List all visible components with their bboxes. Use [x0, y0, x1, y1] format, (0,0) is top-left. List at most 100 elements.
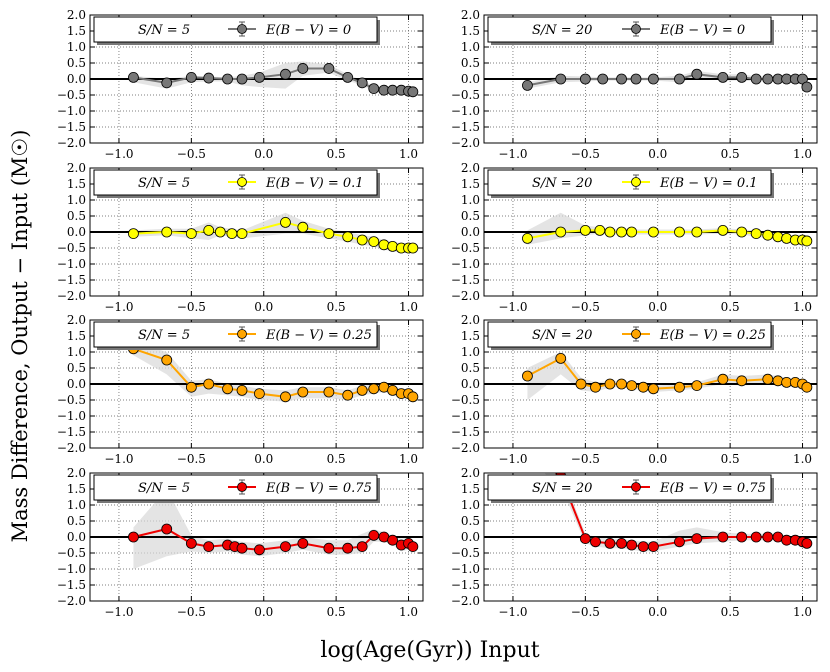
legend-sn-label: S/N = 20: [532, 481, 592, 496]
x-tick-label: 0.0: [648, 452, 667, 466]
x-tick-label: 0.0: [254, 605, 273, 619]
data-point: [637, 541, 649, 552]
data-point: [323, 386, 335, 398]
legend-series-label: E(B − V) = 0.25: [659, 328, 766, 343]
data-point: [356, 384, 368, 396]
y-tick-label: −1.0: [451, 257, 480, 271]
y-tick-label: −2.0: [451, 136, 480, 150]
data-point: [750, 531, 762, 543]
data-point: [236, 228, 248, 240]
x-tick-label: 1.0: [793, 300, 812, 314]
y-tick-label: −1.5: [451, 273, 480, 287]
y-tick-label: 2.0: [461, 161, 480, 175]
x-tick-label: 0.0: [648, 147, 667, 161]
data-point: [691, 68, 703, 80]
x-tick-label: 1.0: [793, 452, 812, 466]
legend-sn-label: S/N = 20: [532, 23, 592, 38]
data-point: [323, 542, 335, 554]
x-tick-label: 0.5: [721, 605, 740, 619]
legend-sn-label: S/N = 5: [138, 23, 190, 38]
x-tick-label: 1.0: [399, 300, 418, 314]
y-tick-label: −0.5: [451, 393, 480, 407]
x-tick-label: −1.0: [498, 452, 527, 466]
y-tick-label: 1.5: [461, 177, 480, 191]
x-tick-label: 0.0: [254, 147, 273, 161]
y-tick-label: 1.0: [461, 193, 480, 207]
x-tick-label: −0.5: [571, 605, 600, 619]
data-point: [226, 228, 238, 240]
y-tick-label: −2.0: [57, 594, 86, 608]
data-point: [280, 68, 291, 80]
data-point: [222, 383, 233, 395]
data-point: [323, 228, 335, 240]
panel-0-0: −1.0 −0.5 0.0 0.5 1.0 2.0 1.5 1.0 0.5 0.0 −0.5 −1.0…: [57, 8, 424, 161]
x-tick-label: −1.0: [104, 147, 133, 161]
data-point: [717, 72, 729, 83]
data-point: [407, 242, 419, 254]
panel-1-0: −1.0 −0.5 0.0 0.5 1.0 2.0 1.5 1.0 0.5 0.0 −0.5 −1.0…: [57, 161, 424, 314]
y-tick-label: 1.0: [67, 345, 86, 359]
y-tick-label: 1.5: [67, 482, 86, 496]
data-point: [280, 541, 291, 552]
data-point: [555, 352, 567, 364]
y-tick-label: 0.0: [461, 225, 480, 239]
legend-series-label: E(B − V) = 0.75: [265, 481, 372, 496]
data-point: [253, 388, 265, 400]
x-tick-label: 0.5: [327, 300, 346, 314]
y-tick-label: −1.0: [451, 104, 480, 118]
plot-content: [90, 168, 423, 296]
y-tick-label: −2.0: [451, 289, 480, 303]
data-point: [626, 226, 638, 238]
data-point: [236, 542, 248, 554]
data-point: [691, 533, 703, 544]
legend: S/N = 5 E(B − V) = 0: [93, 16, 380, 45]
y-tick-label: −1.0: [57, 104, 86, 118]
data-point: [590, 381, 601, 393]
y-tick-label: 0.0: [67, 72, 86, 86]
x-tick-label: −1.0: [498, 605, 527, 619]
y-tick-label: −0.5: [451, 88, 480, 102]
data-point: [203, 378, 215, 390]
data-point: [378, 239, 390, 251]
y-tick-label: −1.5: [57, 578, 86, 592]
y-tick-label: 0.0: [67, 530, 86, 544]
x-tick-label: 1.0: [399, 605, 418, 619]
data-point: [647, 73, 659, 85]
data-point: [280, 391, 291, 403]
legend-sn-label: S/N = 5: [138, 481, 190, 496]
y-tick-label: 2.0: [67, 466, 86, 480]
data-point: [626, 539, 638, 551]
y-tick-label: 0.5: [67, 361, 86, 375]
y-tick-label: 0.0: [67, 225, 86, 239]
data-point: [604, 538, 616, 549]
legend-series-label: E(B − V) = 0: [659, 23, 745, 38]
data-point: [717, 373, 729, 385]
data-point: [203, 72, 215, 84]
data-point: [647, 541, 659, 552]
legend-marker: [631, 177, 641, 187]
data-point: [750, 228, 762, 240]
y-tick-label: −1.5: [57, 273, 86, 287]
y-tick-label: 1.5: [67, 329, 86, 343]
data-point: [185, 381, 197, 393]
y-tick-label: −2.0: [57, 289, 86, 303]
legend-series-label: E(B − V) = 0.1: [659, 176, 758, 191]
data-point: [203, 541, 215, 552]
legend: S/N = 20 E(B − V) = 0.1: [487, 169, 774, 198]
x-tick-label: 0.5: [327, 452, 346, 466]
data-point: [579, 224, 591, 236]
y-tick-label: −1.5: [451, 120, 480, 134]
y-tick-label: 1.0: [67, 40, 86, 54]
x-tick-label: −0.5: [177, 300, 206, 314]
data-point: [368, 83, 380, 94]
panel-2-0: −1.0 −0.5 0.0 0.5 1.0 2.0 1.5 1.0 0.5 0.0 −0.5 −1.0…: [57, 313, 424, 466]
y-tick-label: −0.5: [57, 546, 86, 560]
data-point: [674, 536, 685, 548]
x-tick-label: −1.0: [104, 300, 133, 314]
data-point: [522, 232, 533, 244]
x-tick-label: 0.5: [721, 452, 740, 466]
data-point: [691, 380, 703, 392]
data-point: [356, 77, 368, 89]
data-point: [280, 216, 291, 228]
y-tick-label: −0.5: [451, 546, 480, 560]
